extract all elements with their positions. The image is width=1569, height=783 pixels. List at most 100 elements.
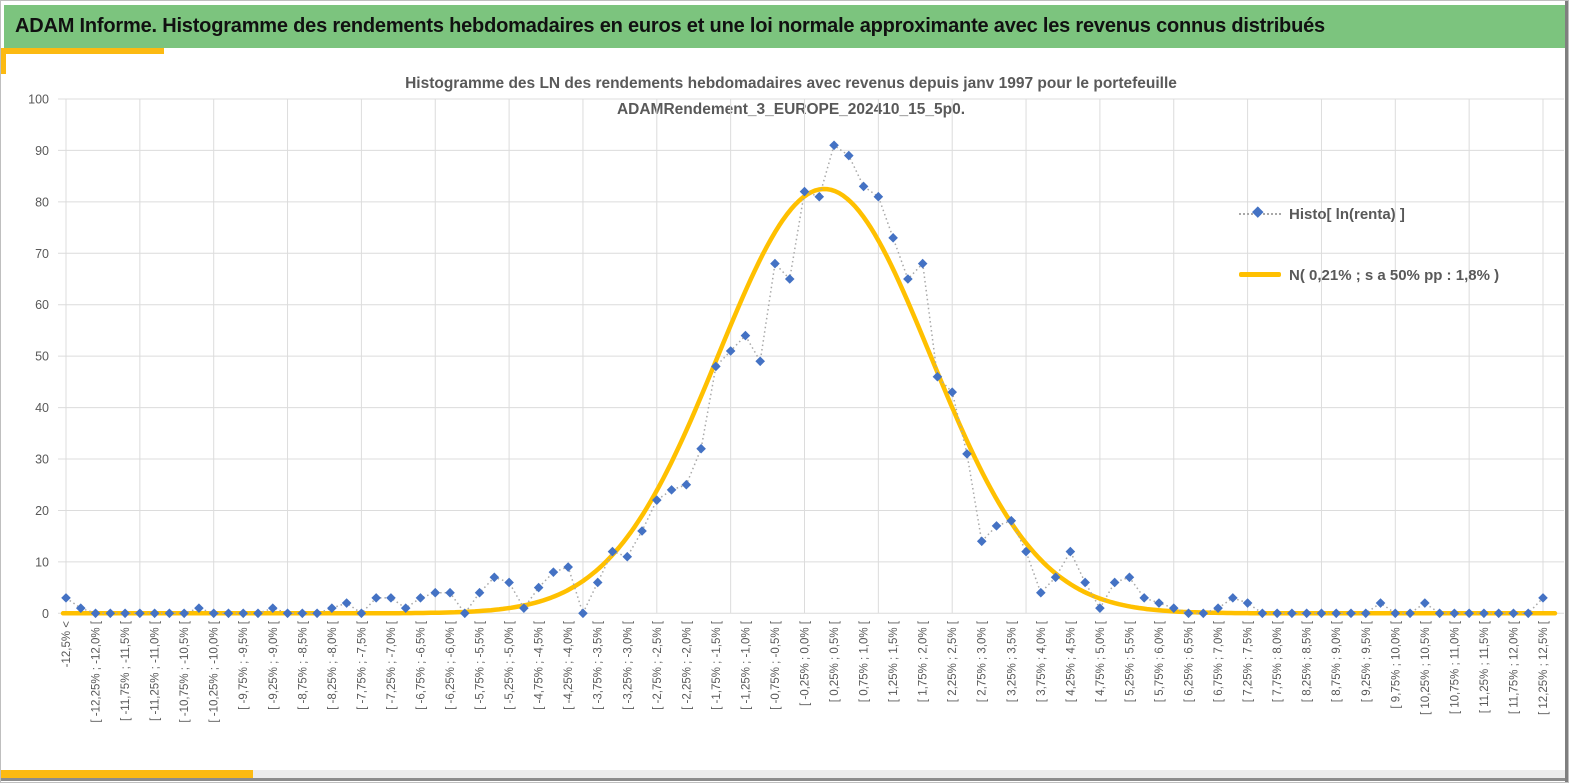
histogram-data-point[interactable]: [223, 608, 234, 619]
histogram-data-point[interactable]: [947, 387, 957, 397]
histogram-data-point[interactable]: [1183, 608, 1194, 619]
histogram-data-point[interactable]: [1095, 603, 1105, 613]
histogram-data-point[interactable]: [75, 603, 86, 613]
histogram-data-point[interactable]: [253, 608, 263, 619]
histogram-data-point[interactable]: [327, 603, 337, 613]
histogram-data-point[interactable]: [312, 608, 322, 619]
histogram-data-point[interactable]: [533, 582, 544, 593]
histogram-data-point[interactable]: [1405, 608, 1415, 619]
histogram-data-point[interactable]: [917, 258, 928, 269]
histogram-data-point[interactable]: [179, 608, 189, 619]
histogram-data-point[interactable]: [489, 572, 500, 583]
histogram-data-point[interactable]: [120, 608, 130, 619]
histogram-data-point[interactable]: [991, 521, 1002, 531]
histogram-data-point[interactable]: [194, 603, 204, 613]
histogram-data-point[interactable]: [1036, 587, 1046, 598]
histogram-data-point[interactable]: [371, 593, 381, 603]
histogram-data-point[interactable]: [1080, 577, 1090, 588]
histogram-data-point[interactable]: [784, 274, 795, 284]
histogram-data-point[interactable]: [932, 371, 943, 382]
histogram-data-point[interactable]: [1360, 608, 1371, 619]
histogram-data-point[interactable]: [90, 608, 101, 619]
histogram-data-point[interactable]: [356, 608, 367, 619]
histogram-data-point[interactable]: [164, 608, 175, 619]
histogram-data-point[interactable]: [1538, 593, 1548, 603]
histogram-data-point[interactable]: [1346, 608, 1356, 619]
histogram-data-point[interactable]: [814, 191, 825, 202]
histogram-data-point[interactable]: [829, 140, 839, 151]
histogram-data-point[interactable]: [297, 608, 308, 619]
histogram-data-point[interactable]: [1257, 608, 1268, 619]
histogram-data-point[interactable]: [1050, 572, 1061, 583]
histogram-data-point[interactable]: [578, 608, 588, 619]
histogram-data-point[interactable]: [755, 356, 765, 367]
histogram-data-point[interactable]: [873, 191, 884, 202]
histogram-data-point[interactable]: [1228, 593, 1238, 603]
histogram-data-point[interactable]: [267, 603, 278, 613]
histogram-data-point[interactable]: [962, 449, 972, 459]
histogram-data-point[interactable]: [430, 587, 441, 598]
histogram-data-point[interactable]: [1493, 608, 1504, 619]
histogram-data-point[interactable]: [1508, 608, 1519, 619]
histogram-data-point[interactable]: [1331, 608, 1342, 619]
histogram-data-point[interactable]: [1464, 608, 1474, 619]
histogram-data-point[interactable]: [1213, 603, 1223, 613]
histogram-data-point[interactable]: [844, 150, 854, 161]
histogram-data-point[interactable]: [61, 593, 71, 603]
histogram-data-point[interactable]: [652, 495, 662, 505]
histogram-data-point[interactable]: [1479, 608, 1489, 619]
histogram-data-point[interactable]: [1523, 608, 1534, 619]
histogram-data-point[interactable]: [799, 186, 810, 197]
histogram-data-point[interactable]: [548, 567, 559, 577]
histogram-data-point[interactable]: [341, 598, 352, 608]
histogram-data-point[interactable]: [858, 181, 869, 192]
histogram-data-point[interactable]: [1272, 608, 1282, 619]
histogram-data-point[interactable]: [725, 346, 736, 356]
histogram-data-point[interactable]: [1287, 608, 1297, 619]
histogram-data-point[interactable]: [386, 593, 396, 603]
histogram-data-point[interactable]: [711, 361, 721, 372]
histogram-data-point[interactable]: [282, 608, 293, 619]
histogram-data-point[interactable]: [1420, 598, 1430, 608]
histogram-data-point[interactable]: [1316, 608, 1327, 619]
histogram-data-point[interactable]: [445, 587, 455, 598]
histogram-data-point[interactable]: [238, 608, 249, 619]
histogram-data-point[interactable]: [1065, 546, 1076, 557]
histogram-data-point[interactable]: [1006, 515, 1017, 526]
histogram-data-point[interactable]: [135, 608, 145, 619]
histogram-data-point[interactable]: [1449, 608, 1460, 619]
histogram-data-point[interactable]: [1434, 608, 1445, 619]
histogram-data-point[interactable]: [105, 608, 116, 619]
histogram-data-point[interactable]: [592, 577, 603, 588]
histogram-data-point[interactable]: [1021, 546, 1031, 557]
histogram-data-point[interactable]: [459, 608, 470, 619]
histogram-data-point[interactable]: [770, 258, 780, 269]
histogram-data-point[interactable]: [1390, 608, 1401, 619]
histogram-data-point[interactable]: [1168, 603, 1179, 613]
histogram-data-point[interactable]: [607, 546, 618, 557]
histogram-data-point[interactable]: [1242, 598, 1253, 608]
histogram-data-point[interactable]: [740, 330, 751, 341]
legend-item-normal-curve[interactable]: N( 0,21% ; s a 50% pp : 1,8% ): [1239, 262, 1559, 288]
histogram-data-point[interactable]: [149, 608, 160, 619]
histogram-data-point[interactable]: [1139, 593, 1150, 603]
histogram-data-point[interactable]: [504, 577, 514, 588]
histogram-data-point[interactable]: [1375, 598, 1386, 608]
histogram-data-point[interactable]: [400, 603, 411, 613]
histogram-data-point[interactable]: [976, 536, 987, 547]
histogram-data-point[interactable]: [696, 443, 706, 454]
histogram-data-point[interactable]: [1198, 608, 1209, 619]
histogram-data-point[interactable]: [519, 603, 529, 613]
histogram-data-point[interactable]: [888, 233, 898, 243]
histogram-data-point[interactable]: [622, 551, 633, 562]
histogram-data-point[interactable]: [1301, 608, 1312, 619]
histogram-data-point[interactable]: [903, 274, 913, 284]
histogram-data-point[interactable]: [415, 593, 426, 603]
histogram-data-point[interactable]: [1124, 572, 1135, 583]
histogram-data-point[interactable]: [1154, 598, 1164, 608]
histogram-data-point[interactable]: [474, 587, 485, 598]
histogram-data-point[interactable]: [563, 562, 573, 572]
histogram-data-point[interactable]: [681, 479, 692, 490]
histogram-data-point[interactable]: [208, 608, 219, 619]
